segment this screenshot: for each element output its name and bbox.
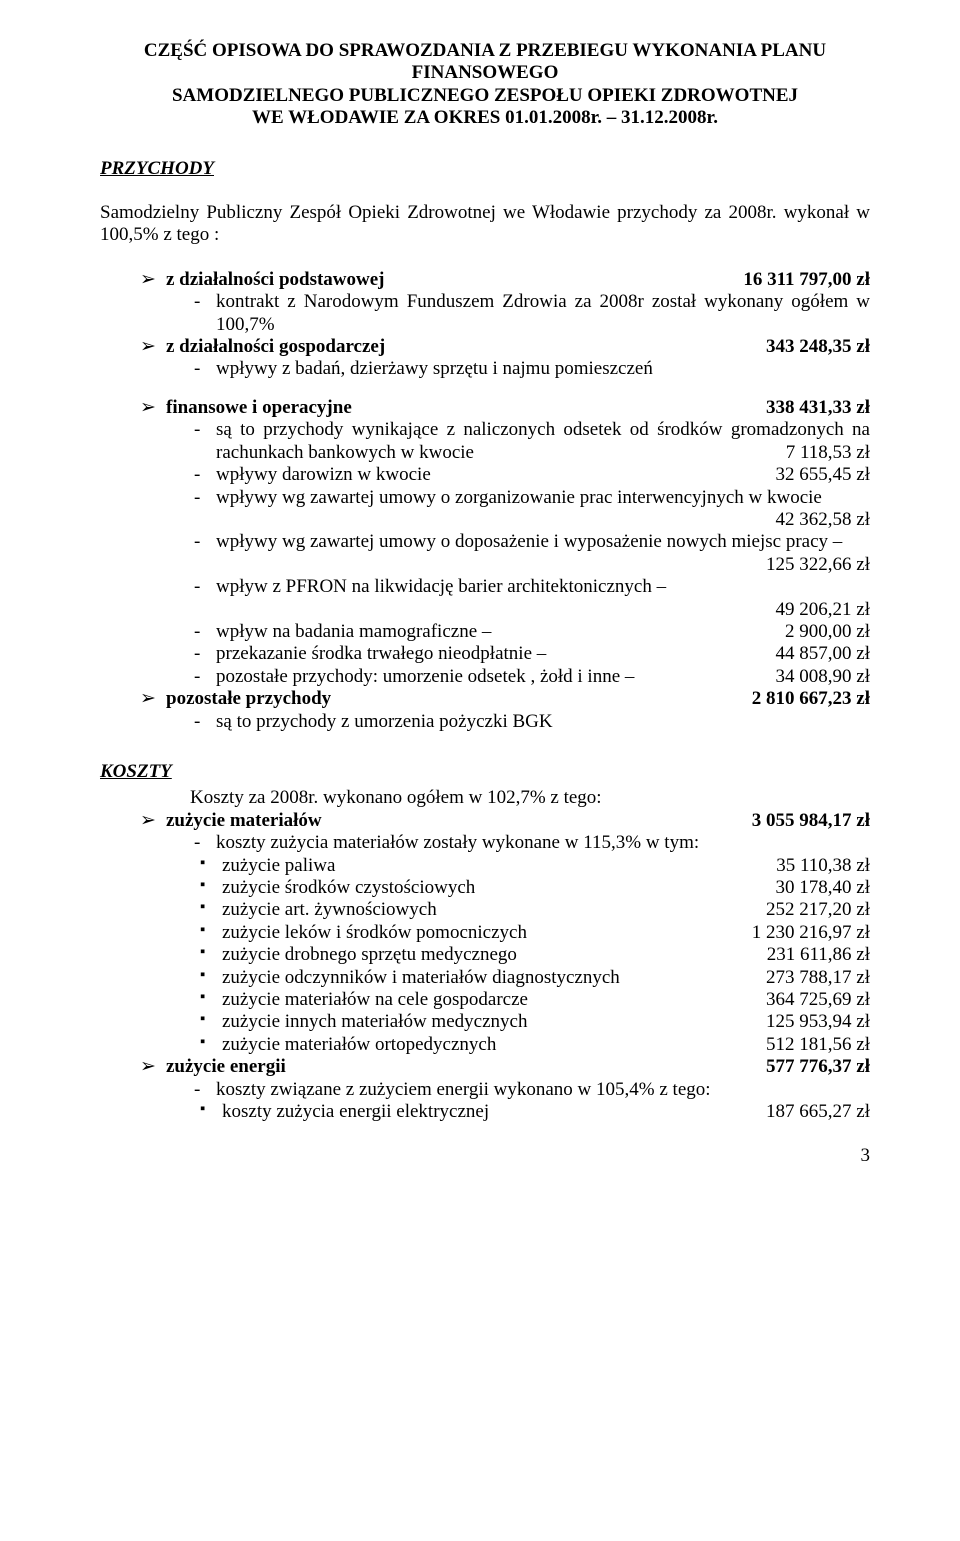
- detail-row: zużycie środków czystościowych 30 178,40 …: [200, 877, 870, 899]
- przychody-item: z działalności gospodarczej 343 248,35 z…: [140, 336, 870, 381]
- item-amount: 16 311 797,00 zł: [743, 269, 870, 291]
- item-label: zużycie materiałów: [166, 810, 322, 831]
- sub-text: wpływy wg zawartej umowy o doposażenie i…: [216, 531, 842, 552]
- detail-row: zużycie materiałów ortopedycznych 512 181…: [200, 1034, 870, 1056]
- sub-line: są to przychody z umorzenia pożyczki BGK: [194, 711, 870, 733]
- sub-text: przekazanie środka trwałego nieodpłatnie…: [216, 643, 546, 664]
- detail-row: zużycie materiałów na cele gospodarcze 36…: [200, 989, 870, 1011]
- sub-amount: 49 206,21 zł: [776, 599, 870, 621]
- detail-name: zużycie materiałów na cele gospodarcze: [222, 989, 528, 1010]
- sub-amount: 2 900,00 zł: [785, 621, 870, 643]
- sub-amount: 42 362,58 zł: [776, 509, 870, 531]
- koszty-item: zużycie energii 577 776,37 zł koszty zwi…: [140, 1056, 870, 1123]
- item-label: finansowe i operacyjne: [166, 397, 352, 418]
- detail-amount: 35 110,38 zł: [776, 855, 870, 877]
- sub-text: wpływy wg zawartej umowy o zorganizowani…: [216, 487, 822, 508]
- detail-row: zużycie innych materiałów medycznych 125 …: [200, 1011, 870, 1033]
- koszty-list: zużycie materiałów 3 055 984,17 zł koszt…: [100, 810, 870, 1124]
- detail-row: zużycie odczynników i materiałów diagnos…: [200, 967, 870, 989]
- detail-name: zużycie materiałów ortopedycznych: [222, 1034, 496, 1055]
- sub-line: kontrakt z Narodowym Funduszem Zdrowia z…: [194, 291, 870, 336]
- detail-amount: 231 611,86 zł: [767, 944, 870, 966]
- sub-line: są to przychody wynikające z naliczonych…: [194, 419, 870, 464]
- detail-row: zużycie leków i środków pomocniczych 1 23…: [200, 922, 870, 944]
- sub-text: wpływ z PFRON na likwidację barier archi…: [216, 576, 666, 597]
- title-line: SAMODZIELNEGO PUBLICZNEGO ZESPOŁU OPIEKI…: [100, 85, 870, 107]
- title-line: FINANSOWEGO: [100, 62, 870, 84]
- przychody-intro: Samodzielny Publiczny Zespół Opieki Zdro…: [100, 202, 870, 247]
- sub-line: koszty związane z zużyciem energii wykon…: [194, 1079, 870, 1101]
- sub-line: wpływy darowizn w kwocie 32 655,45 zł: [194, 464, 870, 486]
- detail-amount: 273 788,17 zł: [766, 967, 870, 989]
- detail-name: zużycie art. żywnościowych: [222, 899, 437, 920]
- sub-line: koszty zużycia materiałów zostały wykona…: [194, 832, 870, 854]
- przychody-item: finansowe i operacyjne 338 431,33 zł są …: [140, 397, 870, 688]
- sub-line: wpływ z PFRON na likwidację barier archi…: [194, 576, 870, 621]
- sub-text: wpływ na badania mamograficzne –: [216, 621, 491, 642]
- sub-line: wpływy wg zawartej umowy o zorganizowani…: [194, 487, 870, 532]
- item-label: pozostałe przychody: [166, 688, 331, 709]
- title-line: WE WŁODAWIE ZA OKRES 01.01.2008r. – 31.1…: [100, 107, 870, 129]
- title-line: CZĘŚĆ OPISOWA DO SPRAWOZDANIA Z PRZEBIEG…: [100, 40, 870, 62]
- detail-row: zużycie art. żywnościowych 252 217,20 zł: [200, 899, 870, 921]
- page-number: 3: [100, 1145, 870, 1167]
- item-label: z działalności podstawowej: [166, 269, 385, 290]
- sub-amount: 32 655,45 zł: [776, 464, 870, 486]
- detail-name: koszty zużycia energii elektrycznej: [222, 1101, 489, 1122]
- detail-name: zużycie innych materiałów medycznych: [222, 1011, 527, 1032]
- item-amount: 338 431,33 zł: [766, 397, 870, 419]
- sub-text: są to przychody wynikające z naliczonych…: [216, 419, 870, 462]
- przychody-item: z działalności podstawowej 16 311 797,00…: [140, 269, 870, 336]
- sub-amount: 125 322,66 zł: [766, 554, 870, 576]
- koszty-heading: KOSZTY: [100, 761, 870, 783]
- item-amount: 577 776,37 zł: [766, 1056, 870, 1078]
- koszty-item: zużycie materiałów 3 055 984,17 zł koszt…: [140, 810, 870, 1056]
- detail-amount: 187 665,27 zł: [766, 1101, 870, 1123]
- detail-name: zużycie odczynników i materiałów diagnos…: [222, 967, 620, 988]
- sub-text: wpływy darowizn w kwocie: [216, 464, 431, 485]
- detail-row: zużycie drobnego sprzętu medycznego 231 6…: [200, 944, 870, 966]
- sub-line: wpływ na badania mamograficzne – 2 900,0…: [194, 621, 870, 643]
- koszty-detail-list: zużycie paliwa35 110,38 złzużycie środkó…: [166, 855, 870, 1057]
- item-amount: 2 810 667,23 zł: [752, 688, 870, 710]
- detail-row: koszty zużycia energii elektrycznej 187 6…: [200, 1101, 870, 1123]
- detail-row: zużycie paliwa 35 110,38 zł: [200, 855, 870, 877]
- item-label: z działalności gospodarczej: [166, 336, 385, 357]
- document-title: CZĘŚĆ OPISOWA DO SPRAWOZDANIA Z PRZEBIEG…: [100, 40, 870, 130]
- sub-amount: 44 857,00 zł: [776, 643, 870, 665]
- sub-line: wpływy z badań, dzierżawy sprzętu i najm…: [194, 358, 870, 380]
- sub-amount: 7 118,53 zł: [786, 442, 870, 464]
- przychody-list-2: finansowe i operacyjne 338 431,33 zł są …: [100, 397, 870, 733]
- sub-line: przekazanie środka trwałego nieodpłatnie…: [194, 643, 870, 665]
- sub-amount: 34 008,90 zł: [776, 666, 870, 688]
- detail-name: zużycie środków czystościowych: [222, 877, 475, 898]
- koszty-intro: Koszty za 2008r. wykonano ogółem w 102,7…: [100, 787, 870, 809]
- item-label: zużycie energii: [166, 1056, 286, 1077]
- koszty-detail-list: koszty zużycia energii elektrycznej 187 6…: [166, 1101, 870, 1123]
- sub-text: pozostałe przychody: umorzenie odsetek ,…: [216, 666, 634, 687]
- detail-amount: 30 178,40 zł: [776, 877, 870, 899]
- sub-line: pozostałe przychody: umorzenie odsetek ,…: [194, 666, 870, 688]
- przychody-heading: PRZYCHODY: [100, 158, 870, 180]
- przychody-list: z działalności podstawowej 16 311 797,00…: [100, 269, 870, 381]
- detail-amount: 252 217,20 zł: [766, 899, 870, 921]
- przychody-item: pozostałe przychody 2 810 667,23 zł są t…: [140, 688, 870, 733]
- detail-name: zużycie leków i środków pomocniczych: [222, 922, 527, 943]
- detail-name: zużycie drobnego sprzętu medycznego: [222, 944, 517, 965]
- detail-amount: 125 953,94 zł: [766, 1011, 870, 1033]
- detail-amount: 1 230 216,97 zł: [752, 922, 870, 944]
- sub-line: wpływy wg zawartej umowy o doposażenie i…: [194, 531, 870, 576]
- detail-amount: 512 181,56 zł: [766, 1034, 870, 1056]
- detail-name: zużycie paliwa: [222, 855, 335, 876]
- item-amount: 3 055 984,17 zł: [752, 810, 870, 832]
- detail-amount: 364 725,69 zł: [766, 989, 870, 1011]
- item-amount: 343 248,35 zł: [766, 336, 870, 358]
